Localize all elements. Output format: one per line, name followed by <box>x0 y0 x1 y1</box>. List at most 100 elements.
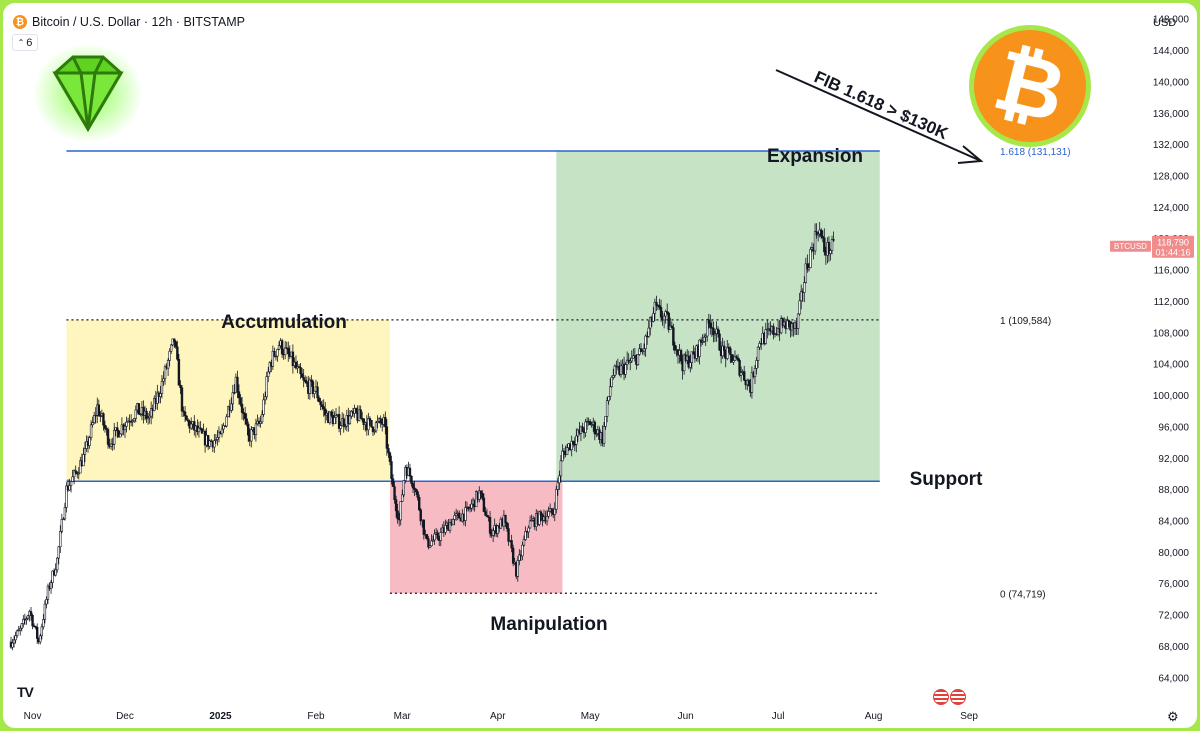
x-tick-label: May <box>581 711 600 722</box>
candle <box>453 515 456 520</box>
candle <box>738 360 741 376</box>
candle <box>431 539 435 542</box>
candle <box>604 416 607 427</box>
candle <box>299 367 302 375</box>
candle <box>271 350 275 367</box>
candle <box>619 365 623 375</box>
y-tick-label: 64,000 <box>1158 673 1189 684</box>
fib-0-label: 0 (74,719) <box>1000 589 1046 600</box>
candle <box>43 603 47 620</box>
candle <box>384 417 387 428</box>
candle <box>607 396 610 402</box>
zone-expansion <box>556 150 880 482</box>
candle <box>803 282 806 293</box>
candle <box>602 426 606 444</box>
candle <box>214 439 218 441</box>
candle <box>670 325 674 328</box>
gear-icon[interactable]: ⚙ <box>1167 709 1179 724</box>
candle <box>374 422 378 432</box>
price-tag-symbol-bg <box>1110 240 1151 252</box>
candle <box>49 582 53 589</box>
candle <box>174 341 178 348</box>
candle <box>716 328 720 335</box>
candle <box>333 417 336 425</box>
y-tick-label: 108,000 <box>1153 328 1190 339</box>
candle <box>565 447 569 456</box>
candle <box>815 231 818 236</box>
candle <box>390 461 393 480</box>
candle <box>308 379 312 394</box>
y-tick-label: 104,000 <box>1153 360 1190 371</box>
x-tick-label: Dec <box>116 711 134 722</box>
candle <box>756 346 760 361</box>
tradingview-logo-icon[interactable]: TV <box>17 684 34 700</box>
candle <box>550 508 553 514</box>
candle <box>528 520 532 529</box>
y-tick-label: 124,000 <box>1153 203 1190 214</box>
x-tick-label: Sep <box>960 711 978 722</box>
candle <box>702 336 706 342</box>
candle <box>159 393 162 397</box>
candle <box>755 360 758 369</box>
candle <box>758 343 761 348</box>
candle <box>162 378 165 382</box>
interval-selector[interactable]: ⌃ 6 <box>12 34 38 51</box>
candle <box>186 419 190 422</box>
candle <box>72 470 76 478</box>
candle <box>42 619 45 628</box>
candle <box>399 501 402 521</box>
candle <box>747 379 751 386</box>
candle <box>320 404 324 408</box>
y-tick-label: 148,000 <box>1153 15 1190 26</box>
candle <box>217 431 221 438</box>
candle <box>588 421 592 425</box>
candle <box>655 301 658 306</box>
candle <box>362 418 365 426</box>
candle <box>220 428 224 435</box>
candle <box>20 623 23 629</box>
candle <box>733 356 737 361</box>
candle <box>354 408 358 413</box>
candle <box>29 611 33 616</box>
candle <box>664 311 667 317</box>
candle <box>807 267 811 270</box>
y-tick-label: 68,000 <box>1158 642 1189 653</box>
bitcoin-logo-icon: ₿ <box>962 18 1098 154</box>
candle <box>584 421 587 433</box>
candle <box>753 368 757 377</box>
candle <box>553 508 556 515</box>
candle <box>672 327 675 346</box>
y-tick-label: 128,000 <box>1153 172 1190 183</box>
candle <box>649 317 652 329</box>
fib-arrowhead <box>957 145 984 164</box>
currency-label[interactable]: USD <box>1153 17 1177 29</box>
candle <box>46 585 50 600</box>
us-flag-icon[interactable] <box>933 689 966 705</box>
symbol-title[interactable]: Bitcoin / U.S. Dollar · 12h · BITSTAMP <box>32 15 246 29</box>
candle <box>430 540 433 547</box>
candle <box>464 507 467 521</box>
candle <box>102 413 105 426</box>
candle <box>662 315 666 321</box>
candle <box>149 408 153 417</box>
candle <box>636 354 640 366</box>
candle <box>182 410 185 413</box>
candle <box>707 319 710 324</box>
candle <box>300 373 304 378</box>
candle <box>488 517 492 534</box>
candle <box>667 312 670 330</box>
candle <box>45 599 48 605</box>
candle <box>470 503 473 509</box>
candle <box>56 557 59 571</box>
candle <box>311 381 315 395</box>
candle <box>647 327 650 337</box>
x-tick-label: Feb <box>307 711 325 722</box>
candle <box>658 305 661 308</box>
candle <box>190 423 193 429</box>
price-chart[interactable]: 1.618 (131,131) 1 (109,584) 0 (74,719) Accu… <box>3 3 1197 728</box>
candle <box>402 480 405 496</box>
candle <box>342 418 345 427</box>
candle <box>518 554 521 561</box>
candle <box>727 346 731 349</box>
candle <box>294 361 298 369</box>
